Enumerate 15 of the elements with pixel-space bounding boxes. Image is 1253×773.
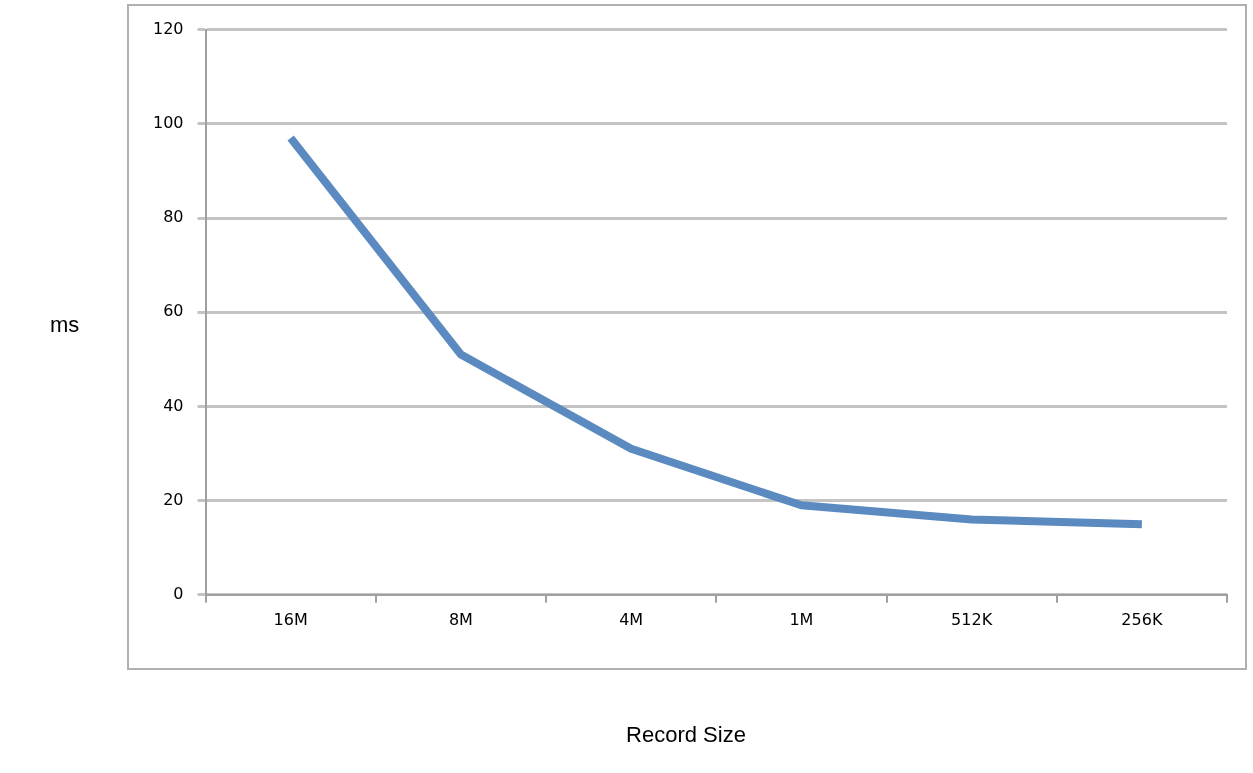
y-tick-label: 40 <box>163 395 184 415</box>
x-tick-label: 8M <box>448 609 473 629</box>
x-axis-title: Record Size <box>625 722 747 748</box>
y-tick-label: 20 <box>163 489 184 509</box>
x-tick-label: 512K <box>951 609 993 629</box>
y-tick-label: 120 <box>152 18 184 38</box>
x-tick-label: 4M <box>619 609 644 629</box>
x-tick-label: 256K <box>1121 609 1163 629</box>
x-tick-label: 1M <box>789 609 814 629</box>
x-tick-label: 16M <box>273 609 308 629</box>
y-axis-title: ms <box>50 312 80 338</box>
y-tick-label: 60 <box>163 301 184 321</box>
y-tick-label: 0 <box>173 583 184 603</box>
y-tick-label: 100 <box>152 112 184 132</box>
y-tick-label: 80 <box>163 207 184 227</box>
